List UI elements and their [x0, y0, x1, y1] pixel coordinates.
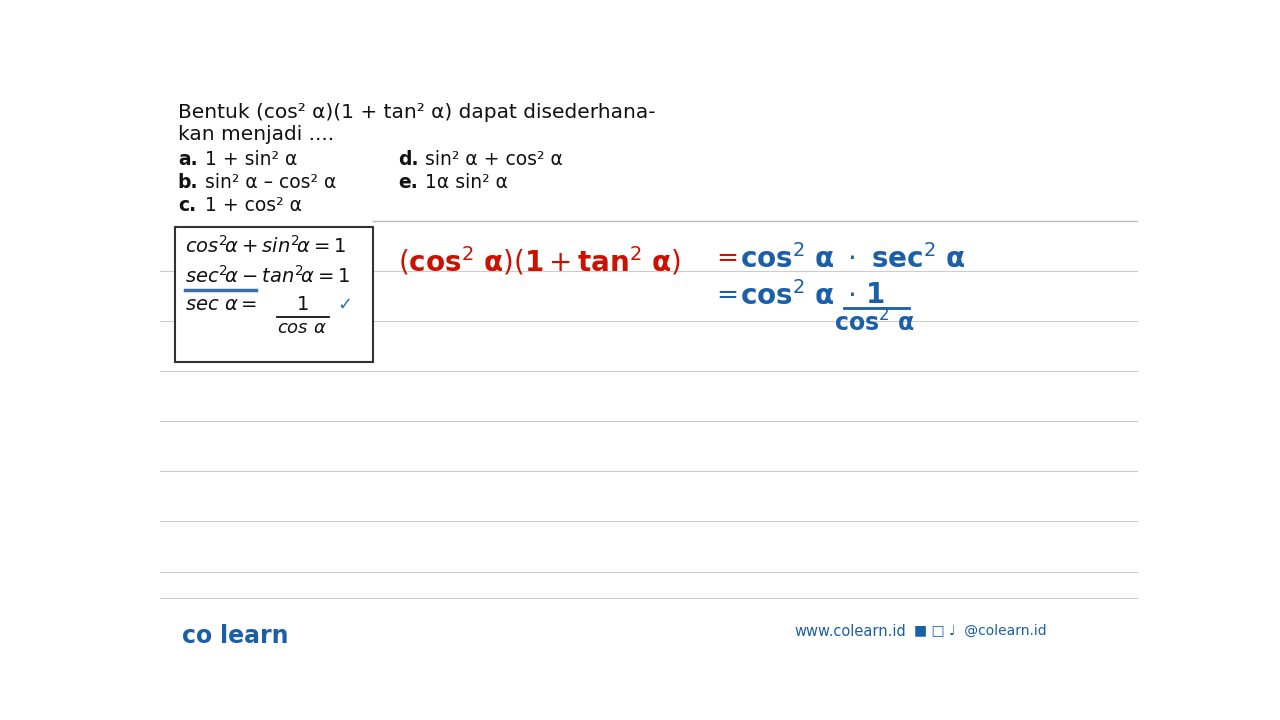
- Text: sin² α + cos² α: sin² α + cos² α: [425, 150, 563, 168]
- Text: 1 + sin² α: 1 + sin² α: [205, 150, 297, 168]
- Text: $=$: $=$: [710, 282, 737, 307]
- Text: $\mathit{cos}^2\!\alpha + \mathit{sin}^2\!\alpha = 1$: $\mathit{cos}^2\!\alpha + \mathit{sin}^2…: [184, 235, 346, 257]
- Text: a.: a.: [178, 150, 197, 168]
- Text: c.: c.: [178, 196, 196, 215]
- Text: co: co: [182, 624, 212, 648]
- Text: $\mathit{sec}\ \alpha = $: $\mathit{sec}\ \alpha = $: [184, 295, 257, 314]
- Text: $\mathbf{cos}^2\ \mathbf{\alpha}$: $\mathbf{cos}^2\ \mathbf{\alpha}$: [833, 310, 915, 337]
- Text: $\mathbf{cos}^2\ \mathbf{\alpha}\ \cdot$: $\mathbf{cos}^2\ \mathbf{\alpha}\ \cdot$: [740, 282, 856, 311]
- Text: $\mathit{sec}^2\!\alpha - \mathit{tan}^2\!\alpha = 1$: $\mathit{sec}^2\!\alpha - \mathit{tan}^2…: [184, 265, 349, 287]
- Text: $=$: $=$: [710, 244, 737, 270]
- Text: d.: d.: [398, 150, 419, 168]
- Text: Bentuk (cos² α)(1 + tan² α) dapat disederhana-: Bentuk (cos² α)(1 + tan² α) dapat disede…: [178, 104, 655, 122]
- Text: 1 + cos² α: 1 + cos² α: [205, 196, 302, 215]
- Text: $\mathbf{cos}^2\ \mathbf{\alpha}\ \cdot\ \mathbf{sec}^2\ \mathbf{\alpha}$: $\mathbf{cos}^2\ \mathbf{\alpha}\ \cdot\…: [740, 244, 965, 274]
- Text: $\checkmark$: $\checkmark$: [337, 295, 351, 313]
- Text: www.colearn.id: www.colearn.id: [795, 624, 906, 639]
- Text: sin² α – cos² α: sin² α – cos² α: [205, 173, 337, 192]
- Text: e.: e.: [398, 173, 417, 192]
- Text: $\mathbf{1}$: $\mathbf{1}$: [864, 282, 884, 309]
- Text: learn: learn: [220, 624, 288, 648]
- Text: ■ □ ♩  @colearn.id: ■ □ ♩ @colearn.id: [914, 624, 1047, 638]
- Text: $1$: $1$: [296, 295, 308, 314]
- Text: $(\mathbf{cos}^2\ \mathbf{\alpha})(\mathbf{1}+\mathbf{tan}^2\ \mathbf{\alpha})$: $(\mathbf{cos}^2\ \mathbf{\alpha})(\math…: [398, 244, 681, 277]
- Bar: [175, 228, 374, 362]
- Text: b.: b.: [178, 173, 198, 192]
- Text: kan menjadi ....: kan menjadi ....: [178, 125, 334, 144]
- Text: $\mathit{cos}\ \alpha$: $\mathit{cos}\ \alpha$: [276, 319, 326, 337]
- Text: 1α sin² α: 1α sin² α: [425, 173, 508, 192]
